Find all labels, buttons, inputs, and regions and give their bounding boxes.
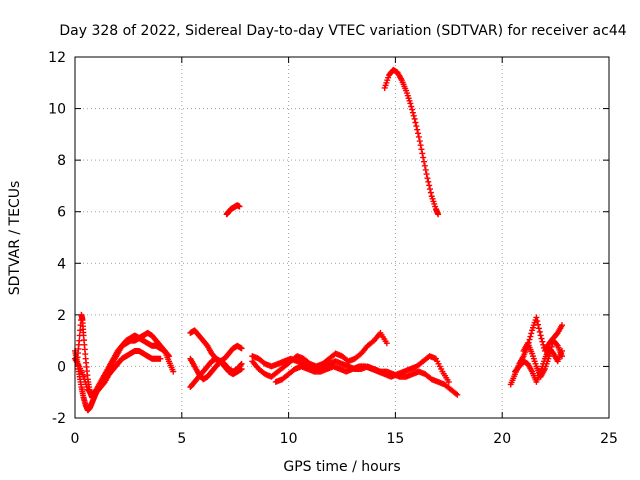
data-point bbox=[424, 175, 431, 182]
data-point bbox=[425, 178, 432, 185]
data-point bbox=[454, 391, 461, 398]
data-point bbox=[535, 321, 542, 328]
y-tick-label: 6 bbox=[57, 205, 66, 221]
plot-frame bbox=[74, 56, 610, 419]
data-point bbox=[407, 100, 414, 107]
y-tick-label: 2 bbox=[57, 308, 66, 324]
data-point bbox=[420, 154, 427, 161]
y-tick-label: 8 bbox=[57, 153, 66, 169]
data-point bbox=[383, 340, 390, 347]
data-point bbox=[165, 353, 172, 360]
data-point bbox=[417, 142, 424, 149]
series-track-l bbox=[507, 314, 566, 388]
series-track-g bbox=[223, 202, 243, 218]
data-point bbox=[427, 189, 434, 196]
data-point bbox=[409, 109, 416, 116]
data-point bbox=[238, 345, 245, 352]
x-axis-label: GPS time / hours bbox=[283, 459, 400, 475]
series-track-n bbox=[520, 337, 566, 380]
y-tick-label: 4 bbox=[57, 256, 66, 272]
data-point bbox=[528, 330, 535, 337]
data-point bbox=[559, 353, 566, 360]
series-track-c bbox=[72, 329, 172, 398]
data-point bbox=[547, 350, 554, 357]
y-tick-label: 12 bbox=[48, 50, 66, 66]
data-point bbox=[238, 360, 245, 367]
data-point bbox=[445, 378, 452, 385]
data-point bbox=[238, 366, 245, 373]
data-point bbox=[536, 328, 543, 335]
data-point bbox=[413, 123, 420, 130]
data-point bbox=[535, 325, 542, 332]
y-tick-labels: -2 0 2 4 6 8 10 12 bbox=[48, 50, 66, 427]
data-point bbox=[534, 318, 541, 325]
y-tick-label: 10 bbox=[48, 102, 66, 118]
data-point bbox=[453, 390, 460, 397]
data-point bbox=[415, 133, 422, 140]
data-point bbox=[410, 112, 417, 119]
x-tick-label: 0 bbox=[71, 431, 80, 447]
data-point bbox=[559, 322, 566, 329]
data-point bbox=[409, 106, 416, 113]
data-point bbox=[427, 186, 434, 193]
data-points bbox=[72, 66, 566, 414]
data-point bbox=[548, 343, 555, 350]
data-point bbox=[538, 335, 545, 342]
data-point bbox=[435, 211, 442, 218]
x-tick-labels: 0 5 10 15 20 25 bbox=[71, 431, 618, 447]
data-point bbox=[77, 327, 84, 334]
data-point bbox=[412, 119, 419, 126]
x-tick-label: 5 bbox=[177, 431, 186, 447]
data-point bbox=[236, 203, 243, 210]
data-point bbox=[547, 346, 554, 353]
series-track-j bbox=[272, 353, 452, 385]
series-track-k bbox=[381, 66, 442, 218]
data-point bbox=[157, 355, 164, 362]
series-track-i bbox=[249, 329, 390, 380]
x-tick-label: 20 bbox=[493, 431, 511, 447]
y-tick-label: 0 bbox=[57, 359, 66, 375]
x-tick-label: 15 bbox=[386, 431, 404, 447]
data-point bbox=[426, 182, 433, 189]
data-point bbox=[419, 150, 426, 157]
data-point bbox=[421, 158, 428, 165]
x-tick-label: 10 bbox=[280, 431, 298, 447]
series-track-m bbox=[512, 345, 566, 385]
data-point bbox=[414, 126, 421, 133]
data-point bbox=[553, 341, 560, 348]
data-point bbox=[422, 166, 429, 173]
data-point bbox=[526, 336, 533, 343]
data-point bbox=[423, 171, 430, 178]
x-tick-label: 25 bbox=[600, 431, 618, 447]
y-axis-label: SDTVAR / TECUs bbox=[7, 181, 23, 296]
data-point bbox=[421, 162, 428, 169]
series-track-f bbox=[187, 355, 245, 391]
y-tick-label: -2 bbox=[52, 411, 66, 427]
data-point bbox=[533, 314, 540, 321]
data-point bbox=[416, 138, 423, 145]
data-point bbox=[418, 146, 425, 153]
chart-title: Day 328 of 2022, Sidereal Day-to-day VTE… bbox=[59, 23, 626, 39]
data-point bbox=[540, 341, 547, 348]
data-point bbox=[539, 338, 546, 345]
data-point bbox=[165, 352, 172, 359]
data-point bbox=[415, 130, 422, 137]
data-point bbox=[546, 353, 553, 360]
data-point bbox=[408, 103, 415, 110]
data-point bbox=[170, 368, 177, 375]
data-point bbox=[527, 333, 534, 340]
data-point bbox=[411, 115, 418, 122]
data-point bbox=[537, 332, 544, 339]
